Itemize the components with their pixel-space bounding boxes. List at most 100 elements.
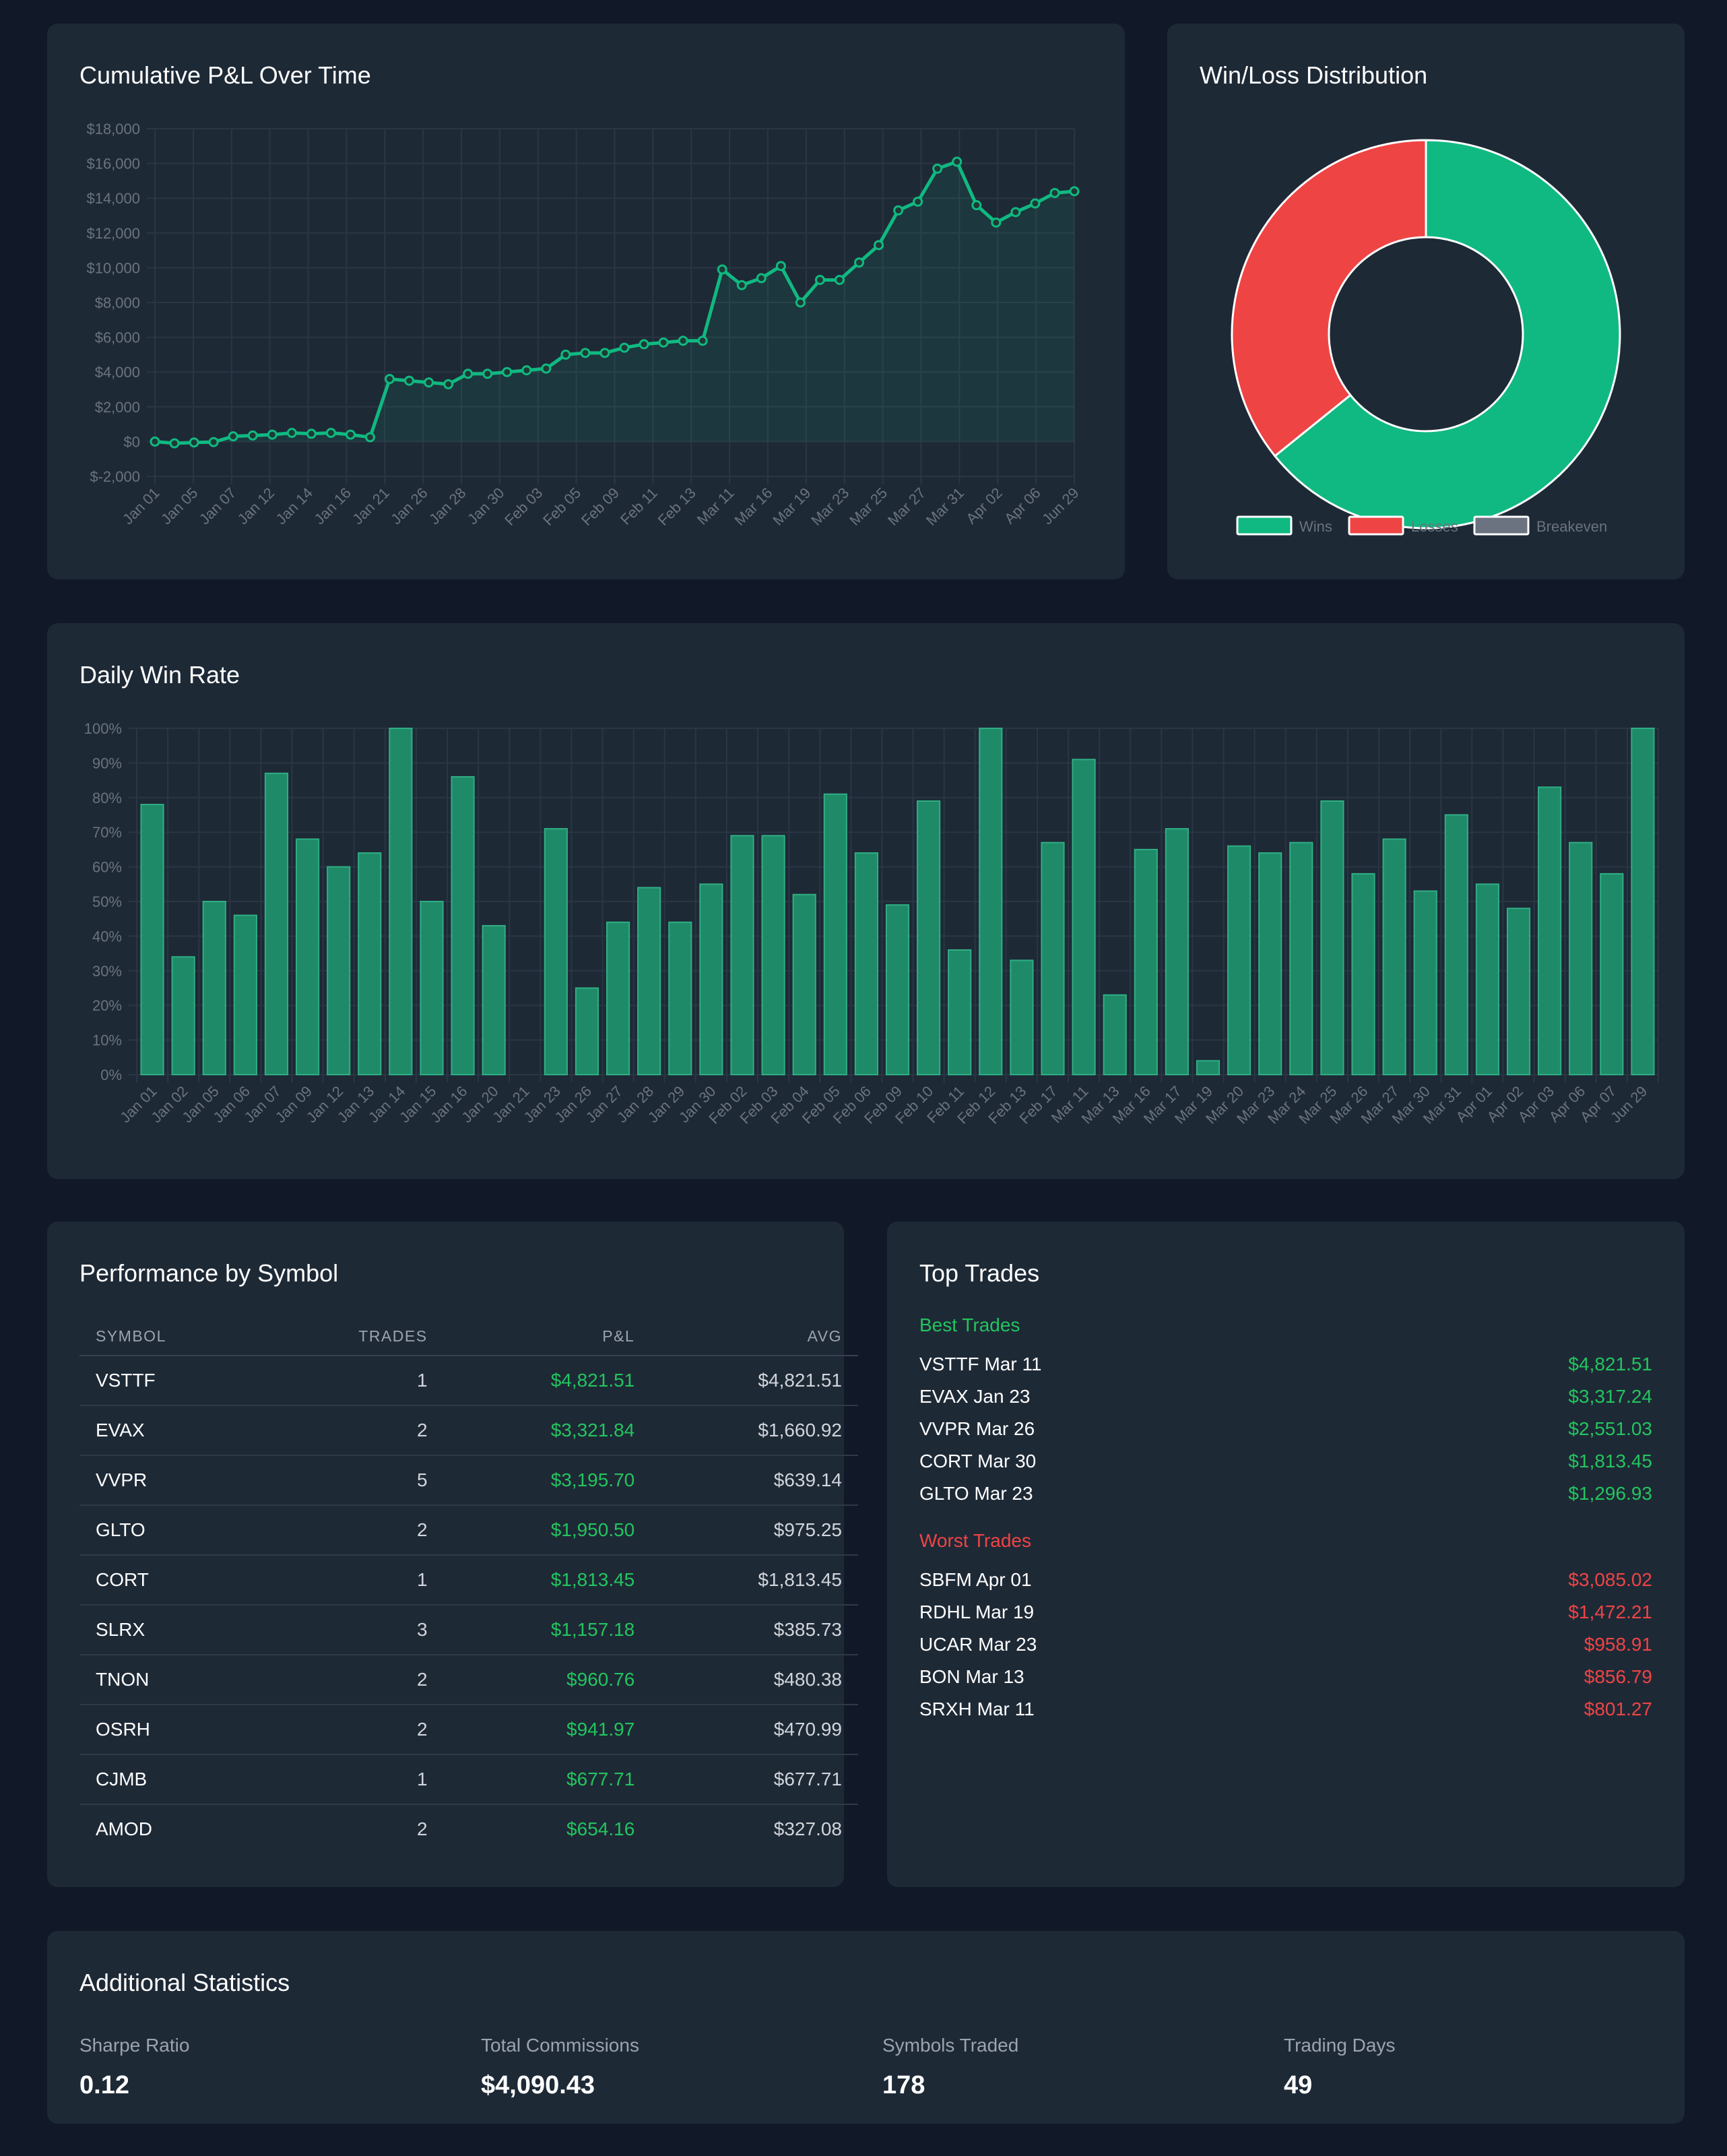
x-tick-label: Feb 03 [501, 484, 546, 529]
best-trade-row[interactable]: CORT Mar 30 $1,813.45 [919, 1448, 1652, 1475]
cell-pnl: $960.76 [443, 1655, 651, 1705]
best-trade-row[interactable]: GLTO Mar 23 $1,296.93 [919, 1480, 1652, 1507]
pnl-point [560, 349, 571, 360]
winrate-bar [1289, 842, 1313, 1075]
winrate-bar [1569, 842, 1593, 1075]
x-tick-label: Jan 05 [158, 484, 201, 528]
winrate-bar [823, 793, 847, 1075]
winrate-bar [171, 956, 195, 1075]
header-trades[interactable]: Trades [263, 1317, 444, 1356]
cell-trades: 3 [263, 1605, 444, 1655]
cell-avg: $385.73 [651, 1605, 858, 1655]
pnl-point [736, 280, 747, 290]
cell-pnl: $1,950.50 [443, 1505, 651, 1556]
winrate-bar [668, 921, 692, 1075]
table-row[interactable]: VVPR 5 $3,195.70 $639.14 [79, 1455, 858, 1506]
winrate-bar-chart: 100%90%80%70%60%50%40%30%20%10%0%Jan 01J… [84, 720, 1659, 1127]
winrate-bar [730, 835, 754, 1075]
cell-symbol: VVPR [79, 1455, 263, 1506]
winrate-bar [885, 904, 910, 1076]
winrate-bar [575, 987, 599, 1075]
donut-slice-losses [1231, 139, 1427, 457]
table-row[interactable]: GLTO 2 $1,950.50 $975.25 [79, 1505, 858, 1556]
stat-label: Symbols Traded [882, 2035, 1019, 2056]
legend-item-breakeven[interactable]: Breakeven [1473, 515, 1607, 536]
trade-name: RDHL Mar 19 [919, 1602, 1035, 1622]
header-pnl[interactable]: P&L [443, 1317, 651, 1356]
legend-swatch [1236, 515, 1293, 536]
trade-name: VSTTF Mar 11 [919, 1354, 1042, 1374]
pnl-point [521, 365, 532, 376]
x-tick-label: Jan 07 [196, 484, 239, 528]
pnl-point [443, 379, 454, 389]
worst-trade-row[interactable]: UCAR Mar 23 $958.91 [919, 1631, 1652, 1658]
x-tick-label: Mar 31 [923, 484, 967, 529]
pnl-point [932, 163, 943, 174]
pnl-chart-card: Cumulative P&L Over Time $18,000 $16,000 $… [47, 24, 1125, 579]
legend-item-losses[interactable]: Losses [1348, 515, 1458, 536]
pnl-point [814, 274, 825, 285]
table-row[interactable]: OSRH 2 $941.97 $470.99 [79, 1705, 858, 1755]
x-tick-label: Mar 27 [884, 484, 929, 529]
cell-pnl: $4,821.51 [443, 1356, 651, 1406]
y-tick-label: $8,000 [95, 294, 140, 311]
cell-trades: 2 [263, 1505, 444, 1556]
pnl-chart-title: Cumulative P&L Over Time [79, 61, 371, 89]
worst-trade-row[interactable]: SBFM Apr 01 $3,085.02 [919, 1566, 1652, 1593]
table-row[interactable]: SLRX 3 $1,157.18 $385.73 [79, 1605, 858, 1655]
best-trade-row[interactable]: EVAX Jan 23 $3,317.24 [919, 1383, 1652, 1410]
winrate-bar [1444, 814, 1468, 1075]
cell-symbol: VSTTF [79, 1356, 263, 1406]
pnl-point [169, 438, 180, 449]
pnl-point [267, 429, 278, 440]
best-trade-row[interactable]: VVPR Mar 26 $2,551.03 [919, 1416, 1652, 1442]
pnl-point [854, 257, 865, 268]
header-symbol[interactable]: Symbol [79, 1317, 263, 1356]
table-row[interactable]: CORT 1 $1,813.45 $1,813.45 [79, 1555, 858, 1606]
winrate-bar [420, 901, 444, 1075]
table-row[interactable]: CJMB 1 $677.71 $677.71 [79, 1754, 858, 1805]
cell-symbol: OSRH [79, 1705, 263, 1755]
x-tick-label: Mar 23 [808, 484, 852, 529]
x-tick-label: Jan 16 [311, 484, 354, 528]
table-row[interactable]: AMOD 2 $654.16 $327.08 [79, 1804, 858, 1853]
table-row[interactable]: VSTTF 1 $4,821.51 $4,821.51 [79, 1356, 858, 1406]
stats-card: Additional Statistics Sharpe Ratio 0.12 … [47, 1931, 1685, 2124]
winrate-bar [1041, 842, 1065, 1075]
table-row[interactable]: EVAX 2 $3,321.84 $1,660.92 [79, 1405, 858, 1456]
winrate-bar [1165, 828, 1190, 1075]
trade-name: EVAX Jan 23 [919, 1386, 1031, 1407]
cell-pnl: $3,321.84 [443, 1405, 651, 1456]
worst-trade-row[interactable]: BON Mar 13 $856.79 [919, 1663, 1652, 1690]
trade-name: BON Mar 13 [919, 1666, 1024, 1687]
cell-symbol: AMOD [96, 1818, 152, 1839]
worst-trade-row[interactable]: SRXH Mar 11 $801.27 [919, 1696, 1652, 1723]
header-avg[interactable]: Avg [651, 1317, 858, 1356]
winrate-bar [761, 835, 785, 1075]
pnl-point [404, 375, 415, 386]
winrate-bar [1103, 994, 1127, 1076]
best-trade-row[interactable]: VSTTF Mar 11 $4,821.51 [919, 1351, 1652, 1378]
cell-symbol: CORT [79, 1555, 263, 1606]
x-tick-label: Mar 16 [731, 484, 775, 529]
legend-item-wins[interactable]: Wins [1236, 515, 1332, 536]
trade-value: $2,551.03 [1568, 1418, 1652, 1439]
trade-name: CORT Mar 30 [919, 1451, 1037, 1471]
winrate-bar [979, 728, 1003, 1075]
winrate-bar [948, 949, 972, 1075]
cell-symbol: CJMB [79, 1754, 263, 1805]
cell-pnl: $941.97 [443, 1705, 651, 1755]
winrate-bar [1600, 873, 1624, 1075]
worst-trade-row[interactable]: RDHL Mar 19 $1,472.21 [919, 1599, 1652, 1626]
table-row[interactable]: TNON 2 $960.76 $480.38 [79, 1655, 858, 1705]
cell-avg: $677.71 [651, 1754, 858, 1805]
pnl-point [952, 156, 963, 167]
x-tick-label: Jun 29 [1039, 484, 1082, 528]
cell-avg: $975.25 [651, 1505, 858, 1556]
stat-label: Trading Days [1284, 2035, 1396, 2056]
winloss-chart-title: Win/Loss Distribution [1200, 61, 1428, 89]
winrate-bar [264, 772, 289, 1075]
winrate-bar [389, 728, 413, 1075]
cell-pnl: $677.71 [443, 1754, 651, 1805]
cell-avg: $480.38 [651, 1655, 858, 1705]
